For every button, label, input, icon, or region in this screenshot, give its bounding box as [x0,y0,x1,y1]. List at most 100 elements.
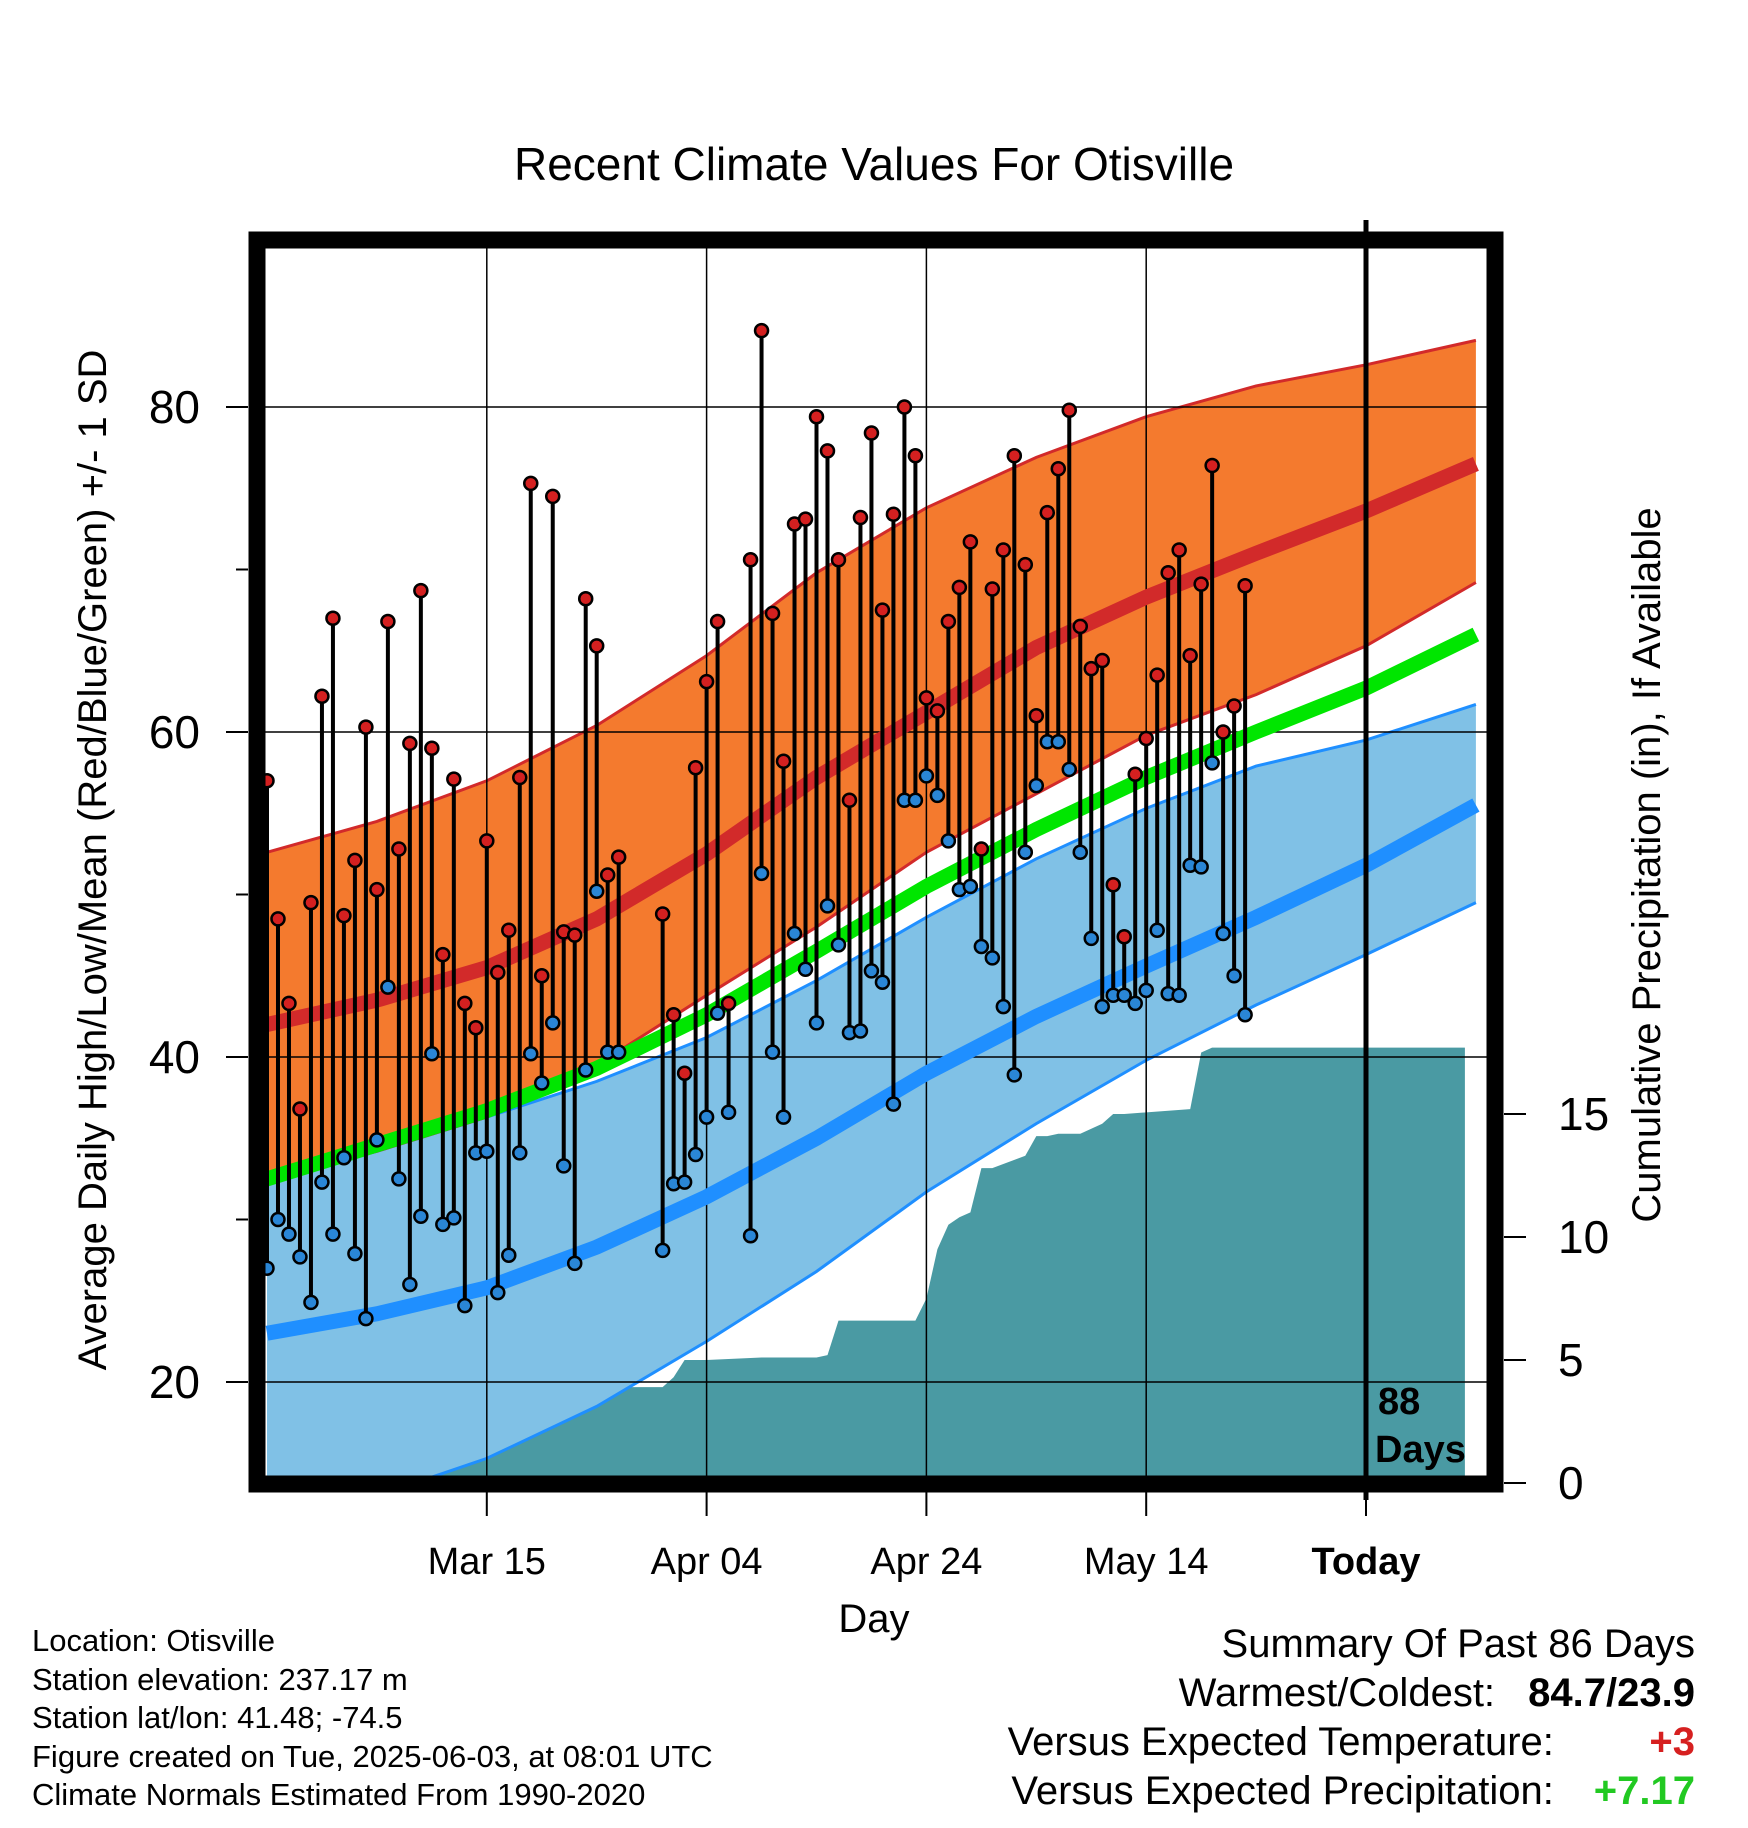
daily-high-point [1094,652,1110,669]
precip-area [267,1047,1465,1476]
daily-high-point [830,552,847,568]
temp-label: Versus Expected Temperature: [1007,1720,1554,1764]
daily-high-point [270,911,286,927]
daily-low-point [1116,987,1132,1003]
daily-low-point [687,1146,704,1163]
y2-tick-label: 5 [1558,1334,1584,1386]
daily-low-point [566,1255,583,1272]
x-tick-label: Today [1311,1541,1420,1583]
daily-high-point [391,841,407,857]
precip-label: Versus Expected Precipitation: [1011,1769,1554,1813]
elevation-text: Station elevation: 237.17 m [32,1661,408,1697]
daily-high-point [1204,457,1220,474]
x-tick-label: Apr 04 [651,1541,763,1583]
daily-high-point [544,488,561,505]
daily-high-point [413,582,429,599]
daily-low-point [457,1297,473,1314]
chart-title: Recent Climate Values For Otisville [514,138,1234,190]
daily-low-point [698,1109,715,1125]
daily-high-point [281,995,297,1012]
daily-low-point [555,1158,572,1174]
daily-low-point [962,878,979,895]
daily-high-point [1193,576,1209,592]
daily-low-point [265,1260,275,1276]
daily-low-point [358,1310,374,1327]
daily-high-point [1039,504,1056,521]
daily-low-point [995,998,1012,1015]
daily-high-point [918,690,935,706]
daily-low-point [402,1276,418,1293]
daily-high-point [1171,542,1187,558]
daily-high-point [599,867,616,883]
daily-high-point [676,1065,693,1081]
daily-high-point [369,881,385,898]
daily-high-point [753,322,770,339]
daily-high-point [1226,698,1242,714]
daily-high-point [303,894,319,911]
daily-low-point [1028,777,1045,794]
daily-high-point [764,605,781,622]
daily-high-point [380,613,396,630]
daily-low-point [874,974,891,990]
low-sd-band [267,704,1476,1476]
axes: 20 40 60 80 0 5 10 15 Mar 15 Apr 04 Apr 24 May 14 To… [149,220,1609,1583]
daily-high-point [588,638,605,654]
daily-high-point [841,792,858,808]
daily-low-point [819,898,836,914]
daily-low-point [413,1208,429,1224]
daily-low-point [720,1104,737,1120]
daily-low-point [303,1294,319,1311]
daily-low-point [885,1096,902,1112]
daily-high-point [654,906,671,922]
daily-high-point [1127,766,1143,782]
daily-low-point [336,1150,352,1166]
daily-low-point [764,1044,781,1060]
today-days-count: 88 [1378,1381,1420,1423]
daily-high-point [984,581,1001,597]
daily-high-point [1105,877,1121,893]
daily-low-point [1138,982,1154,999]
daily-high-point [402,735,418,752]
daily-low-point [490,1284,506,1301]
created-text: Figure created on Tue, 2025-06-03, at 08… [32,1738,713,1774]
daily-low-point [281,1226,297,1242]
today-days-label: Days [1375,1429,1466,1471]
plot-frame [248,231,1504,1493]
summary-heading: Summary Of Past 86 Days [1221,1622,1695,1666]
normal-low-line [265,798,1480,1341]
daily-low-point [501,1247,517,1263]
daily-low-point [863,963,880,979]
daily-high-point [907,448,924,464]
daily-low-point [1072,844,1089,860]
daily-low-point [753,865,770,882]
daily-high-point [896,399,913,415]
plot-area [265,248,1487,1476]
daily-low-point [830,937,847,953]
y2-tick-label: 15 [1558,1088,1609,1140]
normals-text: Climate Normals Estimated From 1990-2020 [32,1777,646,1812]
daily-low-point [424,1046,440,1062]
daily-high-point [1160,565,1176,581]
daily-high-point [1116,929,1132,945]
daily-low-point [654,1242,671,1259]
daily-high-point [940,613,957,630]
daily-high-point [973,841,990,857]
daily-high-point [534,968,550,984]
daily-high-point [1017,556,1034,573]
daily-high-point [358,719,374,735]
daily-low-point [1171,987,1187,1003]
daily-high-point [265,773,275,789]
daily-low-point [742,1228,759,1244]
daily-high-point [435,946,451,963]
daily-high-point [951,579,968,596]
daily-high-point [962,534,979,550]
precip-row: Versus Expected Precipitation: +7.17 [1008,1767,1695,1816]
daily-low-point [1017,844,1034,860]
daily-low-point [347,1245,363,1262]
daily-high-point [929,703,946,719]
daily-low-point [1050,734,1067,750]
x-tick-label: Apr 24 [870,1541,982,1583]
temp-row: Versus Expected Temperature: +3 [1008,1718,1695,1767]
y2-axis-label: Cumulative Precipitation (in), If Availa… [1625,507,1669,1222]
daily-low-point [1149,922,1165,938]
